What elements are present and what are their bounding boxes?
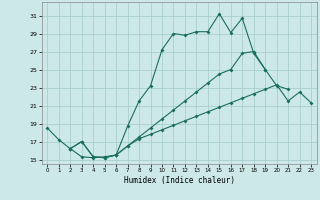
X-axis label: Humidex (Indice chaleur): Humidex (Indice chaleur) — [124, 176, 235, 185]
